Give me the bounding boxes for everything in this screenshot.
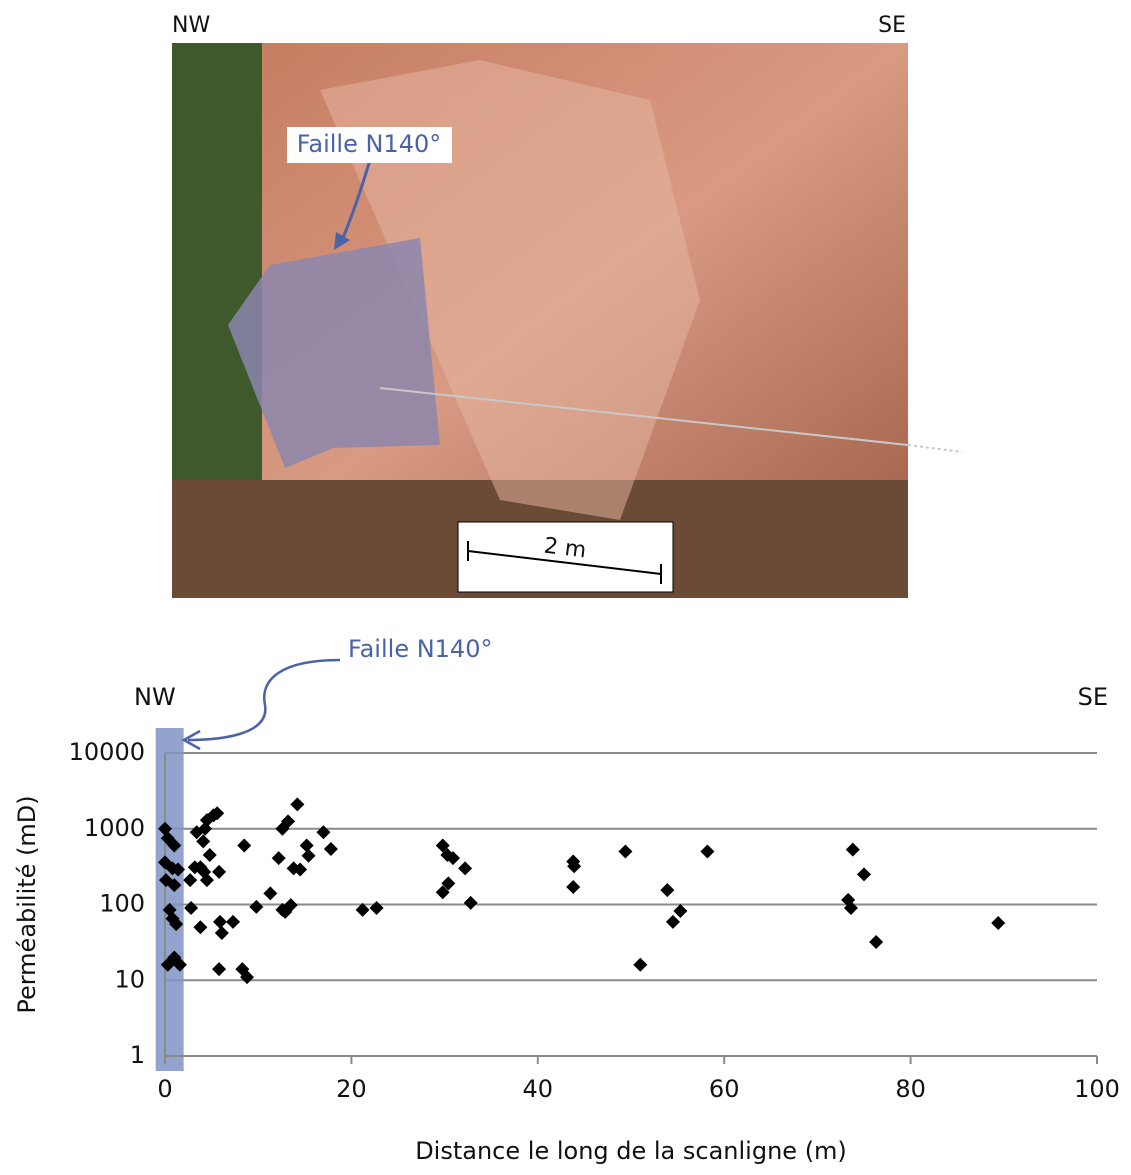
fault-band [155, 728, 184, 1071]
data-point [226, 914, 241, 929]
scanline [379, 387, 909, 446]
data-point [237, 838, 252, 853]
data-point [293, 862, 308, 877]
data-point [169, 917, 184, 932]
y-axis-title: Perméabilité (mD) [13, 795, 41, 1013]
data-point [869, 934, 884, 949]
scale-box [457, 521, 674, 593]
data-point [193, 920, 208, 935]
data-point [212, 962, 227, 977]
fault-label: Faille N140° [297, 130, 441, 158]
data-point [566, 880, 581, 895]
data-point [199, 873, 214, 888]
annotation-se: SE [1078, 683, 1108, 711]
fault-overlay [228, 238, 440, 468]
x-tick-label: 100 [1074, 1075, 1120, 1103]
data-point [167, 838, 182, 853]
data-point [463, 895, 478, 910]
data-point [183, 873, 198, 888]
data-point [991, 915, 1006, 930]
y-tick-label: 10000 [69, 738, 145, 766]
data-point [316, 825, 331, 840]
data-point [700, 844, 715, 859]
scale-bar [467, 550, 662, 575]
data-point [271, 851, 286, 866]
data-point [184, 900, 199, 915]
scanline-extension [907, 444, 963, 453]
data-point [281, 814, 296, 829]
data-point [212, 914, 227, 929]
data-point [202, 848, 217, 863]
data-point [845, 842, 860, 857]
data-point [355, 902, 370, 917]
y-tick-label: 10 [114, 965, 145, 993]
x-tick-label: 0 [157, 1075, 172, 1103]
data-point [435, 885, 450, 900]
photo-se: SE [878, 13, 906, 38]
data-point [458, 861, 473, 876]
x-tick-label: 80 [895, 1075, 926, 1103]
data-point [369, 900, 384, 915]
data-point [240, 970, 255, 985]
data-point [196, 834, 211, 849]
data-point [290, 797, 305, 812]
fault-arrow [187, 658, 341, 742]
data-point [673, 904, 688, 919]
data-point [160, 957, 175, 972]
data-point [445, 851, 460, 866]
light-patch [320, 60, 700, 520]
data-point [172, 957, 187, 972]
data-point [171, 862, 186, 877]
x-tick-label: 40 [523, 1075, 554, 1103]
data-point [435, 838, 450, 853]
chart: 1 10 100 1000 10000 0 20 40 60 80 100 Distance le l… [13, 635, 1120, 1165]
data-point [283, 898, 298, 913]
y-tick-label: 1000 [84, 814, 145, 842]
fault-arrowhead [334, 232, 350, 250]
fault-label-box [287, 127, 452, 163]
y-tick-label: 1 [130, 1041, 145, 1069]
photo-nw: NW [172, 13, 210, 38]
annotation-fault: Faille N140° [348, 635, 492, 663]
fault-arrowhead [181, 729, 201, 751]
data-point [843, 900, 858, 915]
annotation-nw: NW [134, 683, 176, 711]
data-point [301, 848, 316, 863]
y-tick-label: 100 [99, 890, 145, 918]
x-tick-label: 60 [709, 1075, 740, 1103]
x-tick-label: 20 [336, 1075, 367, 1103]
data-point [857, 867, 871, 882]
data-point [249, 899, 264, 914]
data-point [618, 844, 633, 859]
data-point [441, 876, 456, 891]
data-point [214, 926, 229, 941]
data-point [299, 838, 314, 853]
photo: Faille N140° 2 m NW SE [172, 13, 963, 598]
data-point [633, 957, 648, 972]
data-point [263, 886, 278, 901]
data-point [212, 864, 227, 879]
x-axis-title: Distance le long de la scanligne (m) [415, 1137, 847, 1165]
data-point [323, 842, 338, 857]
data-point [665, 914, 680, 929]
data-point [660, 883, 675, 898]
data-point [210, 806, 225, 821]
scale-label: 2 m [542, 534, 587, 564]
data-point [567, 859, 582, 874]
data-point [167, 878, 182, 893]
